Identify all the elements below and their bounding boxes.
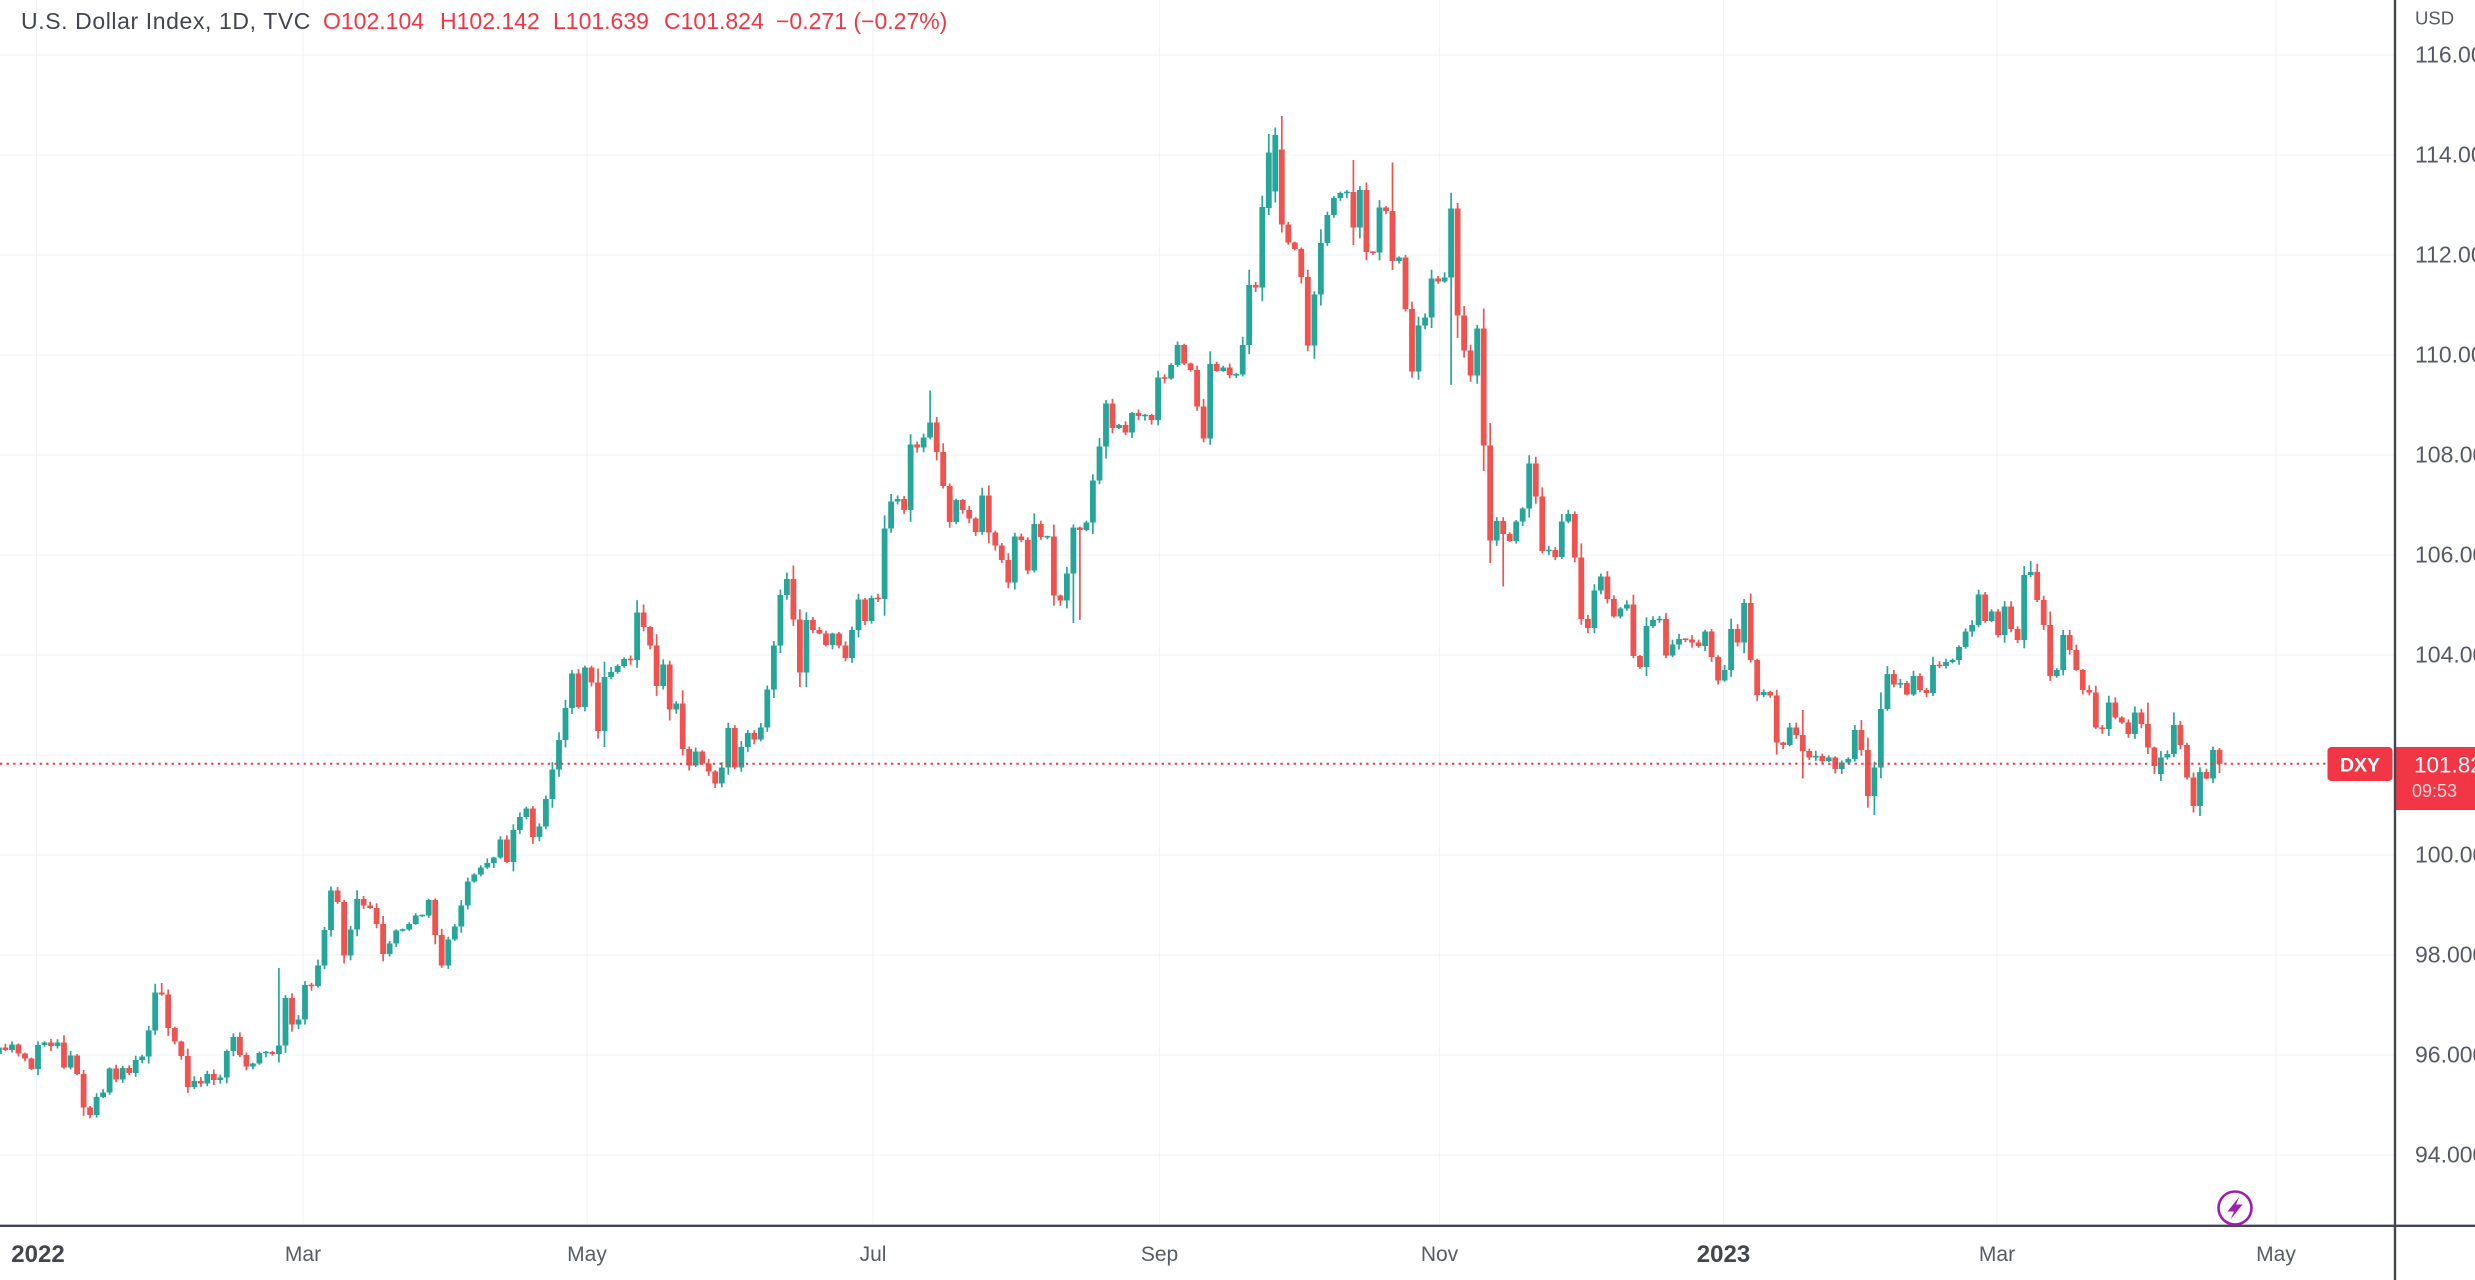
svg-text:108.00: 108.00: [2415, 442, 2475, 468]
svg-text:May: May: [567, 1243, 607, 1266]
svg-text:112.00: 112.00: [2415, 242, 2475, 268]
svg-text:USD: USD: [2415, 8, 2454, 29]
svg-text:2022: 2022: [11, 1241, 64, 1268]
svg-text:2023: 2023: [1697, 1241, 1750, 1268]
svg-text:104.00: 104.00: [2415, 642, 2475, 668]
svg-text:Mar: Mar: [1979, 1243, 2015, 1266]
svg-text:94.000: 94.000: [2415, 1142, 2475, 1168]
svg-text:116.00: 116.00: [2415, 42, 2475, 68]
svg-text:Jul: Jul: [860, 1243, 887, 1266]
svg-text:09:53: 09:53: [2412, 781, 2457, 801]
svg-text:106.00: 106.00: [2415, 542, 2475, 568]
svg-text:Sep: Sep: [1141, 1243, 1178, 1266]
svg-text:DXY: DXY: [2340, 755, 2380, 777]
svg-text:98.000: 98.000: [2415, 942, 2475, 968]
svg-text:Nov: Nov: [1421, 1243, 1459, 1266]
svg-text:110.00: 110.00: [2415, 342, 2475, 368]
svg-text:May: May: [2256, 1243, 2296, 1266]
svg-text:101.82: 101.82: [2414, 753, 2475, 778]
svg-text:Mar: Mar: [285, 1243, 321, 1266]
svg-text:96.000: 96.000: [2415, 1042, 2475, 1068]
svg-text:114.00: 114.00: [2415, 142, 2475, 168]
svg-text:100.00: 100.00: [2415, 842, 2475, 868]
